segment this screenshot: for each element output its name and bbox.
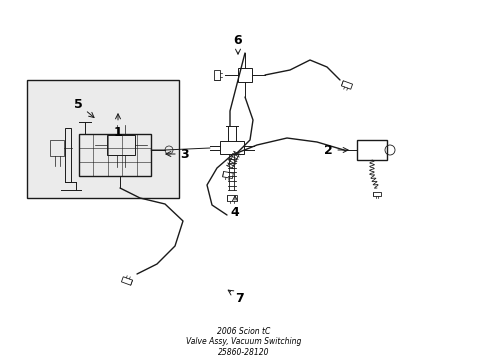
Text: 4: 4 — [230, 196, 239, 219]
Bar — [214, 70, 219, 80]
Bar — [356, 140, 386, 160]
Text: 1: 1 — [113, 114, 122, 139]
Text: 2006 Scion tC
Valve Assy, Vacuum Switching
25860-28120: 2006 Scion tC Valve Assy, Vacuum Switchi… — [186, 327, 301, 357]
Bar — [79, 134, 151, 176]
Bar — [27, 80, 179, 198]
Text: 3: 3 — [165, 148, 189, 161]
Bar — [372, 192, 381, 197]
Bar — [220, 141, 244, 154]
Bar — [238, 68, 251, 82]
Bar — [226, 195, 237, 201]
Bar — [121, 277, 132, 285]
Text: 7: 7 — [228, 290, 244, 305]
Bar — [107, 135, 135, 155]
Text: 2: 2 — [323, 144, 347, 157]
Text: 5: 5 — [74, 98, 94, 117]
Bar — [222, 171, 233, 179]
Text: 6: 6 — [233, 33, 242, 54]
Bar — [65, 128, 71, 182]
Bar — [341, 81, 352, 89]
Bar — [50, 140, 64, 157]
